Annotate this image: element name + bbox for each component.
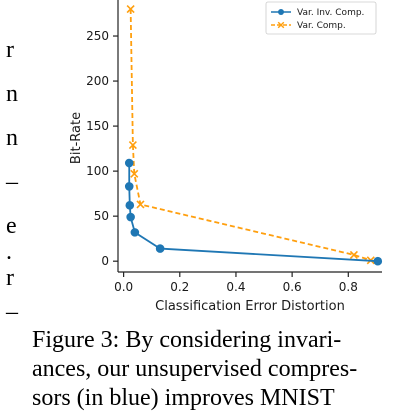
data-point xyxy=(128,140,137,150)
margin-text-fragment: . xyxy=(6,239,12,265)
data-point xyxy=(124,158,134,168)
marker-stroke xyxy=(128,140,137,150)
legend-box xyxy=(265,1,377,35)
marker-stroke xyxy=(126,4,135,14)
margin-text-fragment: n xyxy=(6,81,18,107)
bitrate-distortion-chart: 0.0 0.2 0.4 0.6 0.8 0 50 100 150 200 250 Var. Inv.… xyxy=(69,0,383,314)
x-tick-label: 0.2 xyxy=(170,280,189,294)
x-tick-label: 0.4 xyxy=(226,280,245,294)
caption-line: Figure 3: By considering invari- xyxy=(32,327,342,353)
series-line xyxy=(129,8,372,262)
margin-text-fragment: r xyxy=(6,265,14,291)
x-tick-label: 0.6 xyxy=(283,280,302,294)
figure-caption: Figure 3: By considering invari- ances, … xyxy=(32,326,416,413)
chart-series xyxy=(124,4,383,266)
legend-marker xyxy=(278,9,284,15)
y-tick-label: 200 xyxy=(86,74,109,88)
data-point xyxy=(136,200,145,209)
legend-label: Var. Inv. Comp. xyxy=(297,8,364,18)
legend-item: Var. Inv. Comp. xyxy=(271,8,364,18)
data-point xyxy=(130,169,139,178)
margin-text-fragment: r xyxy=(6,37,14,63)
data-point xyxy=(126,4,135,14)
data-point xyxy=(373,256,383,266)
data-point xyxy=(125,201,135,210)
y-axis-label: Bit-Rate xyxy=(69,112,84,164)
y-tick-label: 100 xyxy=(86,164,109,178)
data-point xyxy=(349,250,358,259)
margin-text-fragment: e xyxy=(6,213,17,239)
legend-item: Var. Comp. xyxy=(271,21,346,31)
chart-axes: 0.0 0.2 0.4 0.6 0.8 0 50 100 150 200 250 xyxy=(86,0,382,294)
chart-legend: Var. Inv. Comp. Var. Comp. xyxy=(265,1,377,35)
y-tick-label: 150 xyxy=(86,119,109,133)
series-var-comp xyxy=(126,4,375,265)
y-tick-label: 50 xyxy=(94,209,109,223)
marker-stroke xyxy=(130,169,139,178)
series-var-inv-comp xyxy=(124,158,383,266)
y-tick-label: 250 xyxy=(86,29,109,43)
margin-text-fragment: – xyxy=(6,299,18,325)
legend-label: Var. Comp. xyxy=(297,21,346,31)
data-point xyxy=(124,182,134,191)
marker-stroke xyxy=(136,200,145,209)
x-tick-label: 0.8 xyxy=(339,280,358,294)
data-point xyxy=(126,212,135,222)
y-tick-label: 0 xyxy=(101,254,109,268)
legend-marker xyxy=(277,21,285,29)
margin-text-fragment: – xyxy=(6,169,18,195)
data-point xyxy=(130,228,140,237)
margin-text-fragment: n xyxy=(6,125,18,151)
x-axis-label: Classification Error Distortion xyxy=(155,299,345,314)
data-point xyxy=(155,244,165,253)
caption-line: sors (in blue) improves MNIST xyxy=(32,385,335,411)
marker-stroke xyxy=(349,250,358,259)
caption-line: ances, our unsupervised compres- xyxy=(32,356,358,382)
series-line xyxy=(128,163,378,263)
x-tick-label: 0.0 xyxy=(114,280,133,294)
